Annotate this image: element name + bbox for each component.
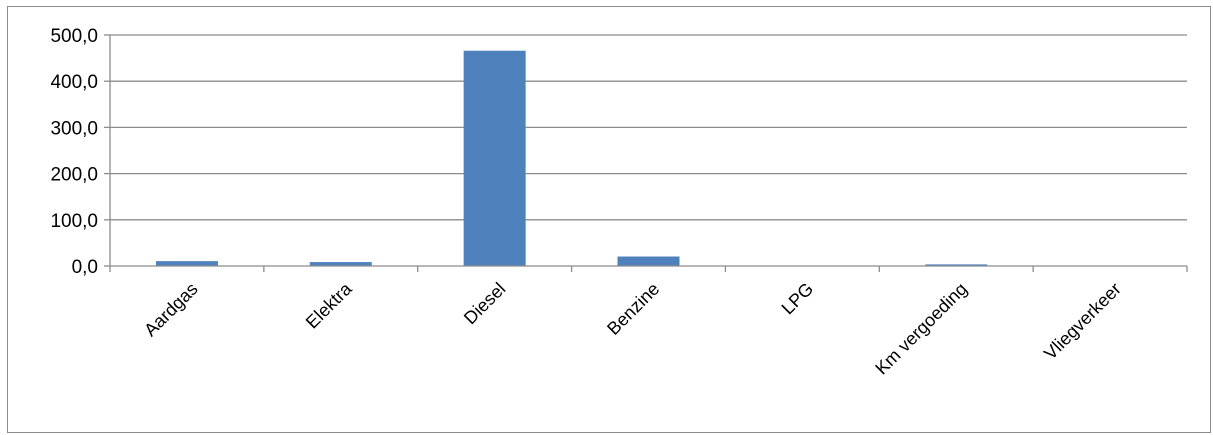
x-category-label: LPG (778, 279, 818, 319)
x-category-label: Diesel (460, 279, 510, 329)
y-tick-label: 0,0 (72, 257, 98, 278)
y-tick-label: 200,0 (50, 165, 98, 186)
y-tick-label: 400,0 (50, 72, 98, 93)
x-category-label: Vliegverkeer (1040, 279, 1125, 364)
axes (104, 34, 1188, 272)
gridlines (110, 34, 1187, 221)
y-tick-labels: 0,0 100,0 200,0 300,0 400,0 500,0 (50, 26, 98, 278)
y-tick-label: 300,0 (50, 118, 98, 139)
x-category-label: Km vergoeding (871, 279, 971, 379)
bar-elektra (309, 262, 372, 266)
bar-benzine (617, 256, 680, 266)
x-category-label: Elektra (302, 278, 356, 332)
bars (155, 50, 988, 266)
x-category-label: Aardgas (140, 279, 202, 341)
y-tick-label: 100,0 (50, 211, 98, 232)
x-category-label: Benzine (603, 279, 663, 339)
bar-diesel (463, 50, 526, 266)
y-tick-label: 500,0 (50, 26, 98, 47)
x-category-labels: Aardgas Elektra Diesel Benzine LPG Km vergoed… (140, 278, 1125, 378)
bar-km-vergoeding (925, 264, 988, 266)
bar-aardgas (155, 261, 218, 266)
